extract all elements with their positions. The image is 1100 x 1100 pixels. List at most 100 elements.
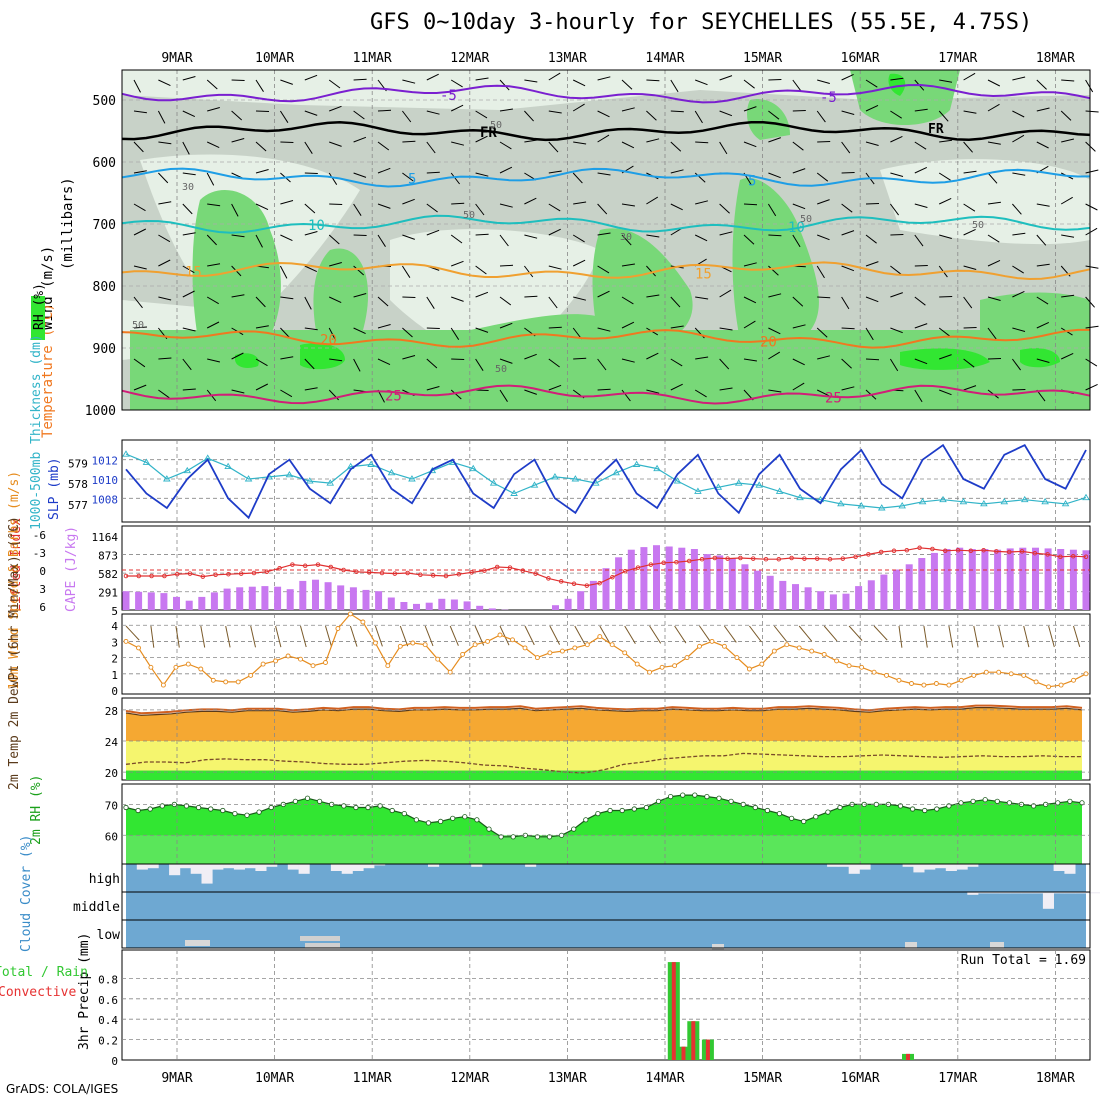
precip-run-total: Run Total = 1.69: [961, 953, 1086, 968]
cloud-mid-gap: [1053, 892, 1065, 894]
wind-barb: [304, 327, 318, 331]
wind-barb: [304, 387, 318, 391]
precip-tick-label: 0.2: [98, 1035, 118, 1048]
wind-barb: [353, 293, 367, 298]
rh-contour-label: 50: [800, 214, 812, 225]
wind-barb: [987, 201, 1001, 205]
li-point: [789, 555, 794, 561]
cloud-high-gap: [201, 864, 213, 884]
wind-barb: [719, 387, 733, 391]
wind-speed-point: [821, 651, 827, 657]
wind-tick-label: 0: [111, 685, 118, 698]
wind-barb: [573, 357, 587, 360]
wind-speed-point: [360, 619, 366, 625]
cape-bar: [615, 557, 623, 610]
thickness-tick-label: 578: [68, 478, 88, 491]
wind-barb: [353, 110, 365, 120]
cloud-high-gap: [428, 864, 440, 867]
cloud-high-gap: [945, 864, 957, 871]
wind-barb: [963, 203, 976, 212]
rh2m-point: [425, 820, 432, 826]
wind-barb: [939, 296, 953, 298]
wind-barb: [792, 382, 805, 391]
date-label-top: 17MAR: [938, 51, 977, 66]
cape-bar: [804, 587, 812, 610]
wind-barb: [1048, 625, 1055, 648]
rh-region-saturated: [300, 343, 345, 370]
wind-barb: [426, 327, 440, 329]
li-point: [1070, 553, 1076, 559]
cloud-high-gap: [967, 864, 979, 867]
wind-speed-point: [235, 679, 241, 685]
wind-barb: [646, 110, 657, 121]
axis-title-precip-convective: Convective: [0, 985, 76, 1000]
wind-speed-point: [273, 658, 279, 664]
wind-barb: [426, 229, 440, 236]
li-point: [802, 556, 807, 561]
date-label-top: 15MAR: [743, 51, 782, 66]
wind-speed-point: [946, 682, 952, 688]
wind-barb: [873, 625, 888, 641]
thickness-point: [489, 479, 498, 486]
wind-barb: [792, 110, 806, 112]
rh-region-saturated: [235, 353, 259, 368]
wind-barb: [225, 625, 231, 648]
rh2m-point: [982, 797, 988, 803]
wind-barb: [280, 389, 293, 398]
wind-barb: [426, 141, 436, 154]
wind-barb: [304, 203, 316, 214]
wind-barb: [743, 141, 757, 148]
wind-barb: [207, 107, 220, 112]
wind-barb: [621, 263, 635, 267]
panel-slp-frame: [121, 439, 1091, 523]
cloud-level-label: low: [97, 928, 121, 943]
isotherm-10: [121, 214, 1091, 234]
temp-tick-label: 20: [105, 767, 118, 780]
wind-barb: [182, 290, 195, 298]
cape-tick-label: 1164: [92, 531, 119, 544]
precip-convective-bar: [906, 1053, 910, 1060]
wind-barb: [255, 234, 263, 248]
wind-barb: [499, 108, 513, 112]
wind-barb: [963, 296, 973, 309]
wind-barb: [719, 327, 733, 331]
wind-barb: [1061, 138, 1075, 143]
thickness-point: [408, 475, 416, 482]
wind-barb: [402, 198, 415, 205]
wind-barb: [280, 79, 293, 85]
wind-barb: [841, 358, 852, 369]
wind-barb: [158, 141, 172, 145]
wind-barb: [841, 386, 855, 391]
cape-bar: [1006, 548, 1014, 610]
wind-barb: [328, 172, 338, 185]
cloud-fill: [126, 864, 1086, 948]
cloud-high-gap: [190, 864, 202, 874]
wind-barb: [279, 110, 289, 123]
cape-bar: [1032, 547, 1039, 610]
li-point: [891, 548, 897, 554]
rh-contour-label: 50: [490, 120, 502, 131]
rh2m-point: [958, 800, 964, 806]
temp-axis-title: 2m Temp 2m DewPt (6hr Min/Max) (°C): [7, 516, 22, 790]
wind-barb: [158, 79, 171, 87]
wind-barb: [890, 110, 902, 119]
wind-barb: [200, 625, 206, 648]
thickness-point: [387, 468, 396, 476]
wind-barb: [1060, 196, 1073, 205]
cloud-mid-gap: [1075, 892, 1087, 894]
li-point: [213, 572, 218, 578]
li-point: [584, 583, 590, 588]
wind-speed-point: [1071, 677, 1076, 683]
wind-barb: [1012, 172, 1026, 176]
wind-barb: [646, 196, 659, 205]
wind-barb: [695, 141, 709, 144]
cloud-high-gap: [179, 864, 191, 869]
pressure-tick-label: 600: [93, 156, 116, 171]
wind-barb: [402, 327, 413, 338]
wind-barb: [275, 625, 282, 648]
wind-barb: [328, 79, 341, 89]
wind-barb: [207, 358, 221, 363]
rh-region-saturated: [900, 348, 990, 370]
panel-precip-frame: [121, 949, 1091, 1061]
wind-barb: [987, 296, 1001, 301]
